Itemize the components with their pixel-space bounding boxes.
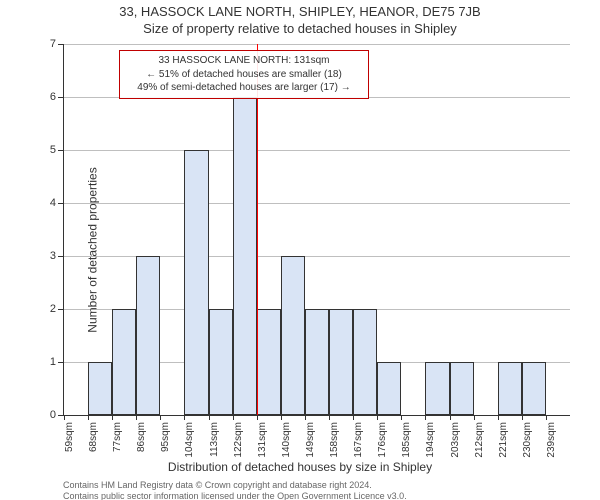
- y-tick: [58, 256, 63, 257]
- y-tick-label: 7: [50, 38, 56, 50]
- y-tick: [58, 44, 63, 45]
- x-tick: [88, 415, 89, 420]
- x-tick-label: 77sqm: [112, 422, 123, 452]
- y-tick-label: 5: [50, 144, 56, 156]
- annotation-line: 49% of semi-detached houses are larger (…: [126, 81, 362, 95]
- y-tick: [58, 203, 63, 204]
- y-tick: [58, 415, 63, 416]
- y-tick-label: 0: [50, 409, 56, 421]
- x-tick-label: 68sqm: [88, 422, 99, 452]
- x-tick: [112, 415, 113, 420]
- x-tick: [305, 415, 306, 420]
- y-tick-label: 1: [50, 356, 56, 368]
- histogram-bar: [377, 362, 401, 415]
- x-tick: [498, 415, 499, 420]
- histogram-bar: [112, 309, 136, 415]
- y-tick-label: 6: [50, 91, 56, 103]
- x-tick: [401, 415, 402, 420]
- y-tick: [58, 362, 63, 363]
- x-tick: [353, 415, 354, 420]
- annotation-line: 33 HASSOCK LANE NORTH: 131sqm: [126, 54, 362, 68]
- x-tick: [209, 415, 210, 420]
- x-tick: [160, 415, 161, 420]
- x-tick-label: 140sqm: [281, 422, 292, 458]
- x-tick-label: 131sqm: [257, 422, 268, 458]
- y-tick: [58, 97, 63, 98]
- x-tick-label: 176sqm: [377, 422, 388, 458]
- y-tick: [58, 309, 63, 310]
- x-tick: [64, 415, 65, 420]
- x-tick: [425, 415, 426, 420]
- histogram-bar: [209, 309, 233, 415]
- histogram-bar: [425, 362, 449, 415]
- footnote-line: Contains HM Land Registry data © Crown c…: [63, 480, 407, 491]
- x-tick-label: 59sqm: [64, 422, 75, 452]
- histogram-bar: [136, 256, 160, 415]
- histogram-bar: [233, 97, 257, 415]
- x-tick-label: 203sqm: [450, 422, 461, 458]
- y-tick-label: 3: [50, 250, 56, 262]
- y-tick: [58, 150, 63, 151]
- x-tick-label: 212sqm: [474, 422, 485, 458]
- histogram-bar: [329, 309, 353, 415]
- histogram-bar: [184, 150, 208, 415]
- annotation-box: 33 HASSOCK LANE NORTH: 131sqm← 51% of de…: [119, 50, 369, 99]
- histogram-bar: [353, 309, 377, 415]
- gridline: [64, 150, 570, 151]
- histogram-bar: [281, 256, 305, 415]
- y-tick-label: 4: [50, 197, 56, 209]
- histogram-bar: [257, 309, 281, 415]
- gridline: [64, 203, 570, 204]
- footnote: Contains HM Land Registry data © Crown c…: [63, 480, 407, 500]
- x-tick: [184, 415, 185, 420]
- x-tick: [329, 415, 330, 420]
- x-tick-label: 230sqm: [522, 422, 533, 458]
- page-subtitle: Size of property relative to detached ho…: [0, 19, 600, 36]
- x-tick-label: 86sqm: [136, 422, 147, 452]
- x-tick-label: 239sqm: [546, 422, 557, 458]
- x-tick-label: 95sqm: [160, 422, 171, 452]
- histogram-bar: [305, 309, 329, 415]
- x-tick: [450, 415, 451, 420]
- histogram-bar: [450, 362, 474, 415]
- annotation-line: ← 51% of detached houses are smaller (18…: [126, 68, 362, 82]
- x-tick-label: 122sqm: [233, 422, 244, 458]
- x-tick: [522, 415, 523, 420]
- y-tick-label: 2: [50, 303, 56, 315]
- x-axis-label: Distribution of detached houses by size …: [0, 460, 600, 474]
- page-title: 33, HASSOCK LANE NORTH, SHIPLEY, HEANOR,…: [0, 0, 600, 19]
- x-tick-label: 113sqm: [209, 422, 220, 457]
- x-tick-label: 158sqm: [329, 422, 340, 458]
- x-tick-label: 185sqm: [401, 422, 412, 458]
- x-tick: [546, 415, 547, 420]
- x-tick-label: 221sqm: [498, 422, 509, 458]
- x-tick: [281, 415, 282, 420]
- x-tick: [377, 415, 378, 420]
- x-tick-label: 194sqm: [425, 422, 436, 458]
- x-tick-label: 167sqm: [353, 422, 364, 458]
- x-tick-label: 149sqm: [305, 422, 316, 458]
- footnote-line: Contains public sector information licen…: [63, 491, 407, 500]
- histogram-bar: [522, 362, 546, 415]
- histogram-chart: 0123456759sqm68sqm77sqm86sqm95sqm104sqm1…: [63, 44, 570, 416]
- gridline: [64, 44, 570, 45]
- x-tick: [474, 415, 475, 420]
- x-tick: [233, 415, 234, 420]
- x-tick-label: 104sqm: [184, 422, 195, 458]
- x-tick: [136, 415, 137, 420]
- histogram-bar: [88, 362, 112, 415]
- x-tick: [257, 415, 258, 420]
- histogram-bar: [498, 362, 522, 415]
